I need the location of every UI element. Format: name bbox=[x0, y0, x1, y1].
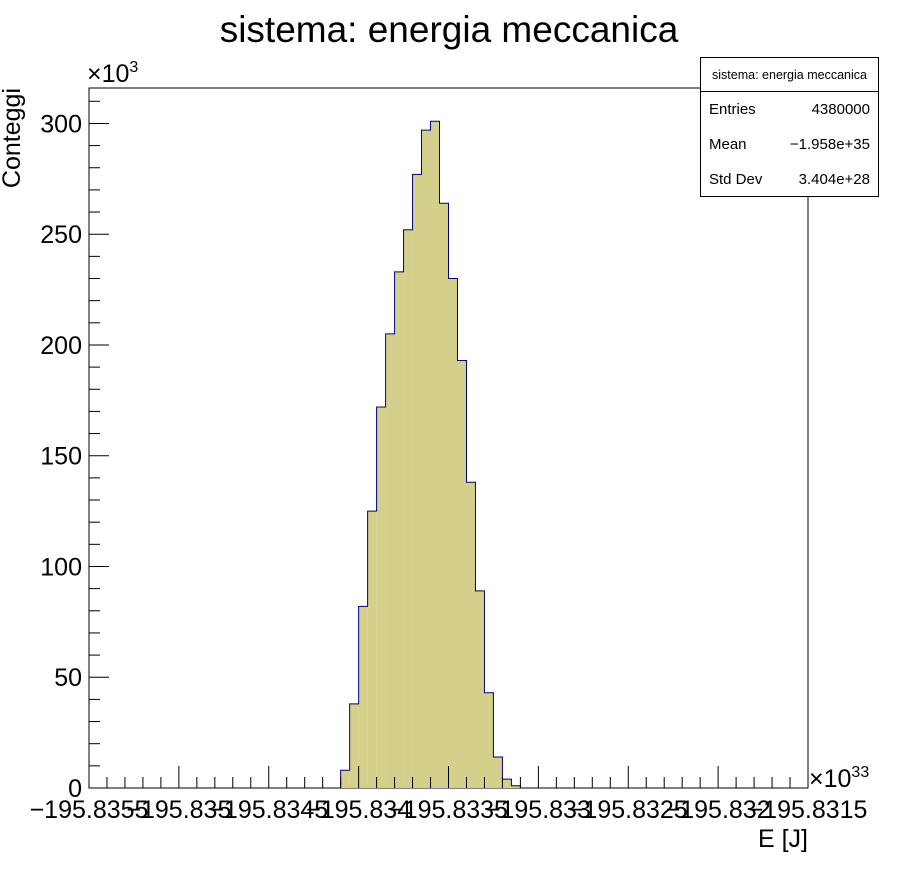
histogram-bin bbox=[394, 271, 404, 789]
x-tick-label: −195.8325 bbox=[569, 796, 688, 824]
x-tick-label: −195.8355 bbox=[30, 796, 149, 824]
y-multiplier: ×103 bbox=[87, 59, 138, 88]
stats-label: Mean bbox=[709, 136, 747, 153]
y-tick-label: 250 bbox=[40, 221, 82, 249]
histogram-bin bbox=[493, 756, 503, 788]
x-tick-label: −195.8315 bbox=[749, 796, 868, 824]
histogram-bin bbox=[439, 203, 449, 788]
histogram-bars bbox=[340, 120, 521, 789]
stats-value: 4380000 bbox=[811, 101, 870, 118]
x-tick-label: −195.8345 bbox=[209, 796, 328, 824]
y-tick-label: 50 bbox=[54, 664, 82, 692]
histogram-bin bbox=[385, 333, 395, 788]
x-tick-label: −195.832 bbox=[666, 796, 771, 824]
histogram-bin bbox=[511, 785, 521, 788]
histogram-outline bbox=[340, 120, 521, 788]
stats-label: Std Dev bbox=[709, 171, 763, 188]
histogram-bin bbox=[376, 406, 386, 788]
stats-row-entries: Entries 4380000 bbox=[701, 92, 878, 127]
histogram-bin bbox=[349, 703, 359, 788]
y-tick-label: 100 bbox=[40, 553, 82, 581]
y-axis-label: Conteggi bbox=[0, 88, 26, 188]
x-tick-label: −195.833 bbox=[486, 796, 591, 824]
histogram-bin bbox=[358, 606, 368, 788]
x-tick-label: −195.8335 bbox=[389, 796, 508, 824]
histogram-bin bbox=[466, 482, 476, 788]
histogram-bin bbox=[448, 278, 458, 788]
histogram-bin bbox=[430, 121, 440, 789]
histogram-bin bbox=[421, 130, 431, 788]
y-tick-label: 150 bbox=[40, 443, 82, 471]
y-axis: 0 50 100 150 200 250 300 bbox=[40, 100, 109, 803]
histogram-bin bbox=[484, 692, 494, 788]
histogram-bin bbox=[457, 360, 467, 788]
stats-label: Entries bbox=[709, 101, 756, 118]
y-tick-label: 200 bbox=[40, 332, 82, 360]
histogram-bin bbox=[367, 511, 377, 788]
histogram-bin bbox=[475, 590, 485, 788]
stats-row-stddev: Std Dev 3.404e+28 bbox=[701, 162, 878, 197]
x-tick-label: −195.834 bbox=[306, 796, 411, 824]
stats-row-mean: Mean −1.958e+35 bbox=[701, 127, 878, 162]
chart-title: sistema: energia meccanica bbox=[220, 9, 679, 50]
stats-value: −1.958e+35 bbox=[789, 136, 870, 153]
histogram-bin bbox=[403, 229, 413, 788]
stats-value: 3.404e+28 bbox=[798, 171, 870, 188]
stats-box: sistema: energia meccanica Entries 43800… bbox=[700, 57, 879, 197]
histogram-bin bbox=[412, 174, 422, 789]
y-tick-label: 300 bbox=[40, 110, 82, 138]
x-tick-label: −195.835 bbox=[126, 796, 231, 824]
x-multiplier: ×1033 bbox=[809, 764, 869, 793]
y-tick-label: 0 bbox=[68, 775, 82, 803]
histogram-bin bbox=[502, 779, 512, 788]
stats-title: sistema: energia meccanica bbox=[701, 58, 878, 92]
x-axis-label: E [J] bbox=[758, 825, 808, 853]
x-axis: −195.8355−195.835−195.8345−195.834−195.8… bbox=[30, 766, 868, 824]
histogram-bin bbox=[340, 770, 350, 788]
